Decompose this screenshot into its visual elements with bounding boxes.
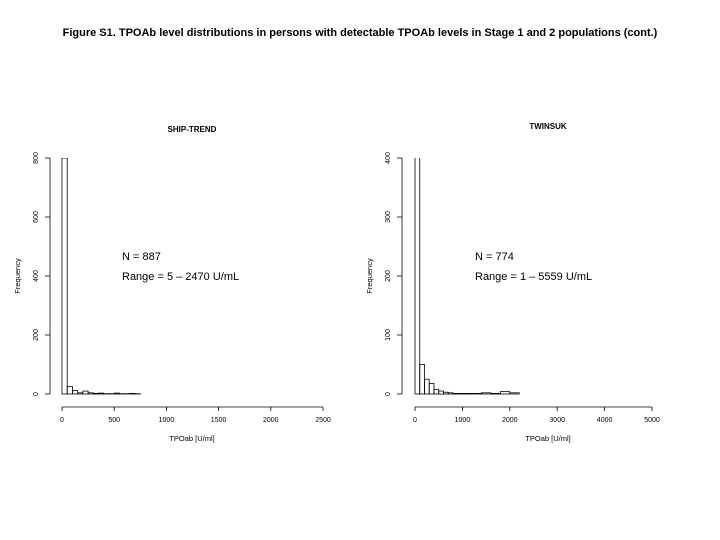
x-tick-label: 4000 bbox=[597, 417, 613, 424]
histogram-bar bbox=[433, 388, 440, 395]
x-tick-label: 2000 bbox=[502, 417, 518, 424]
histogram-bar bbox=[414, 158, 421, 395]
histogram-bar bbox=[61, 158, 68, 395]
histogram-bars bbox=[414, 158, 520, 395]
y-axis: 0 200 400 600 800 bbox=[33, 152, 51, 396]
histogram-bar bbox=[98, 392, 105, 395]
x-tick-label: 500 bbox=[108, 417, 120, 424]
x-tick-label: 2500 bbox=[315, 417, 331, 424]
y-tick-label: 400 bbox=[33, 270, 40, 282]
histogram-bar bbox=[77, 392, 84, 395]
histogram-bar bbox=[443, 391, 449, 395]
histogram-bar bbox=[92, 393, 99, 395]
histogram-bar bbox=[72, 390, 79, 395]
x-tick-label: 2000 bbox=[263, 417, 279, 424]
histogram-bar bbox=[87, 392, 94, 395]
histogram-bar bbox=[457, 393, 463, 395]
x-axis-label: TPOab [U/ml] bbox=[525, 434, 570, 443]
x-tick-label: 5000 bbox=[644, 417, 660, 424]
x-tick-label: 3000 bbox=[549, 417, 565, 424]
y-tick-label: 0 bbox=[33, 392, 40, 396]
histogram-bar bbox=[419, 364, 425, 395]
histogram-bar bbox=[490, 393, 501, 395]
y-tick-label: 0 bbox=[385, 392, 392, 396]
histogram-bar bbox=[509, 392, 520, 395]
sample-size-annotation: N = 774 bbox=[475, 251, 514, 263]
sample-size-annotation: N = 887 bbox=[122, 251, 161, 263]
y-tick-label: 600 bbox=[33, 211, 40, 223]
y-tick-label: 200 bbox=[385, 270, 392, 282]
x-tick-label: 1000 bbox=[159, 417, 175, 424]
x-tick-label: 0 bbox=[60, 417, 64, 424]
y-tick-label: 400 bbox=[385, 152, 392, 164]
y-axis: 0 100 200 300 400 bbox=[385, 152, 403, 396]
histogram-bars bbox=[61, 158, 141, 395]
range-annotation: Range = 5 – 2470 U/mL bbox=[122, 271, 239, 283]
range-annotation: Range = 1 – 5559 U/mL bbox=[475, 271, 592, 283]
histogram-bar bbox=[499, 391, 511, 395]
histogram-bar bbox=[428, 382, 435, 395]
x-axis-label: TPOab [U/ml] bbox=[169, 434, 214, 443]
histogram-bar bbox=[66, 386, 73, 395]
y-tick-label: 200 bbox=[33, 329, 40, 341]
x-axis: 0 500 1000 1500 2000 2500 bbox=[60, 406, 331, 424]
histogram-bar bbox=[424, 378, 430, 395]
histogram-bar bbox=[447, 392, 454, 395]
y-tick-label: 800 bbox=[33, 152, 40, 164]
histogram-bar bbox=[113, 392, 120, 395]
histogram-bar bbox=[471, 393, 482, 395]
y-axis-label: Frequency bbox=[13, 258, 22, 294]
y-tick-label: 100 bbox=[385, 329, 392, 341]
y-axis-label: Frequency bbox=[365, 258, 374, 294]
histogram-bar bbox=[452, 393, 459, 395]
x-tick-label: 0 bbox=[413, 417, 417, 424]
histogram-bar bbox=[82, 390, 89, 395]
y-tick-label: 300 bbox=[385, 211, 392, 223]
histogram-bar bbox=[480, 392, 492, 395]
chart-title: TWINSUK bbox=[529, 122, 567, 131]
histogram-bar bbox=[438, 390, 444, 395]
x-tick-label: 1000 bbox=[455, 417, 471, 424]
histogram-bar bbox=[129, 393, 136, 395]
x-axis: 0 1000 2000 3000 4000 5000 bbox=[413, 406, 660, 424]
chart-title: SHIP-TREND bbox=[168, 125, 217, 134]
histogram-bar bbox=[461, 393, 473, 395]
x-tick-label: 1500 bbox=[211, 417, 227, 424]
figure-title: Figure S1. TPOAb level distributions in … bbox=[62, 27, 658, 39]
